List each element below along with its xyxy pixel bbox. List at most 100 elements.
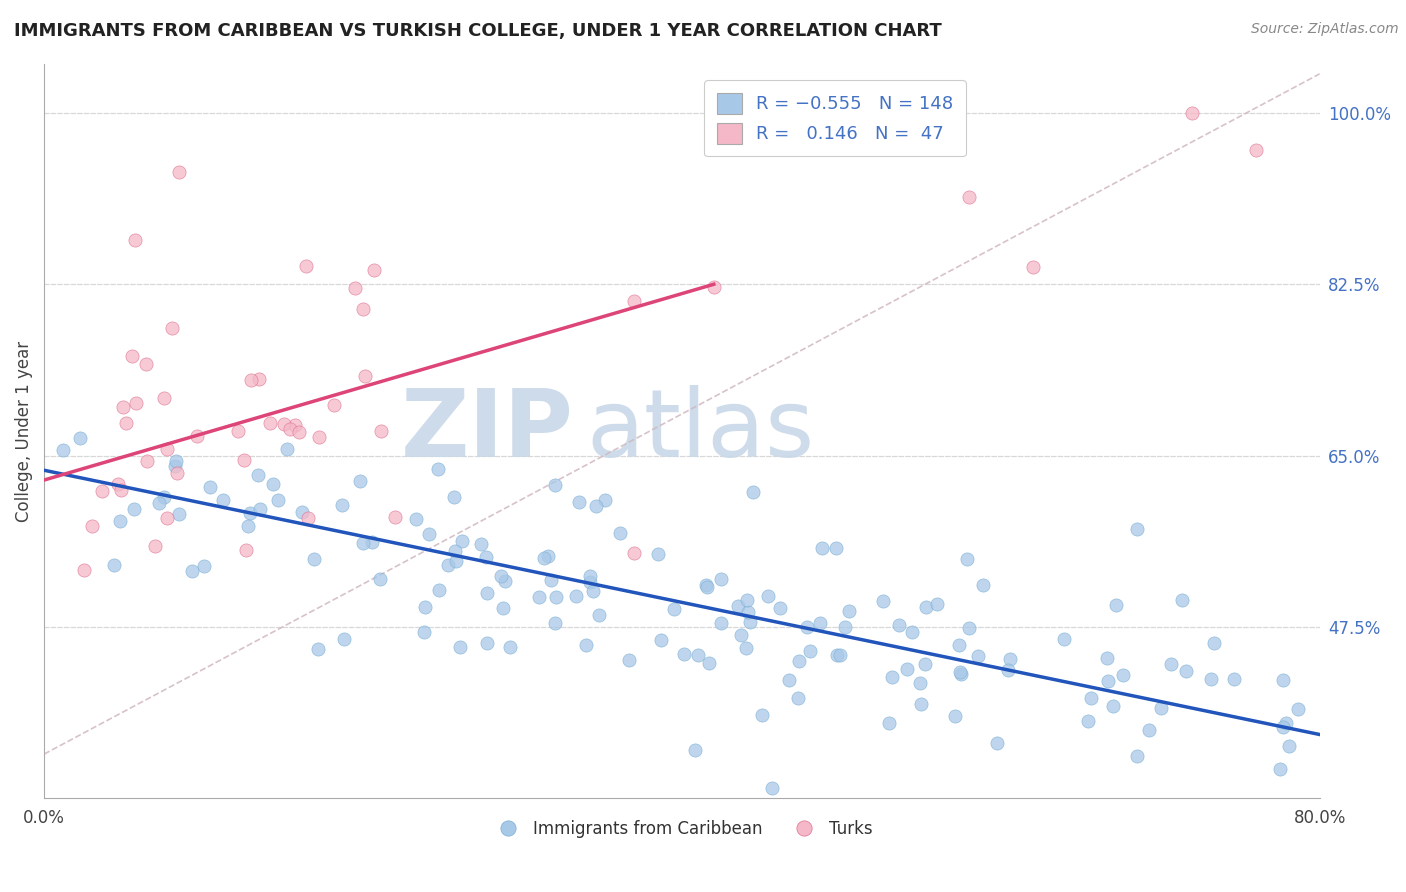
Point: [697, 657, 720, 671]
Point: [262, 477, 284, 491]
Point: [582, 583, 605, 598]
Point: [972, 578, 994, 592]
Point: [73, 563, 96, 577]
Point: [623, 546, 645, 560]
Point: [609, 526, 631, 541]
Point: [330, 498, 353, 512]
Point: [1101, 698, 1123, 713]
Point: [211, 493, 233, 508]
Point: [353, 368, 375, 383]
Point: [307, 642, 329, 657]
Point: [734, 640, 756, 655]
Point: [948, 638, 970, 652]
Point: [370, 424, 392, 438]
Point: [278, 422, 301, 436]
Point: [153, 391, 176, 405]
Point: [949, 665, 972, 680]
Point: [163, 458, 186, 473]
Point: [761, 781, 783, 796]
Point: [276, 442, 298, 456]
Point: [1077, 714, 1099, 728]
Point: [470, 537, 492, 551]
Point: [198, 480, 221, 494]
Point: [737, 605, 759, 619]
Point: [789, 654, 811, 668]
Point: [565, 589, 588, 603]
Point: [915, 599, 938, 614]
Point: [267, 492, 290, 507]
Point: [166, 466, 188, 480]
Point: [107, 477, 129, 491]
Point: [710, 572, 733, 586]
Point: [450, 640, 472, 655]
Point: [323, 398, 346, 412]
Point: [384, 509, 406, 524]
Point: [1274, 716, 1296, 731]
Point: [882, 670, 904, 684]
Point: [956, 552, 979, 566]
Point: [710, 615, 733, 630]
Point: [236, 519, 259, 533]
Point: [110, 483, 132, 498]
Point: [492, 601, 515, 615]
Point: [494, 574, 516, 589]
Point: [1150, 701, 1173, 715]
Point: [872, 594, 894, 608]
Point: [235, 543, 257, 558]
Point: [910, 676, 932, 690]
Point: [363, 262, 385, 277]
Point: [825, 648, 848, 662]
Point: [1181, 106, 1204, 120]
Point: [544, 477, 567, 491]
Point: [688, 648, 710, 662]
Point: [778, 673, 800, 687]
Point: [418, 527, 440, 541]
Point: [546, 590, 568, 604]
Point: [427, 462, 450, 476]
Point: [1170, 593, 1192, 607]
Point: [735, 593, 758, 607]
Point: [115, 416, 138, 430]
Point: [1095, 650, 1118, 665]
Text: Source: ZipAtlas.com: Source: ZipAtlas.com: [1251, 22, 1399, 37]
Point: [877, 716, 900, 731]
Point: [1223, 672, 1246, 686]
Point: [1160, 657, 1182, 671]
Point: [703, 279, 725, 293]
Point: [412, 625, 434, 640]
Point: [489, 569, 512, 583]
Point: [1053, 632, 1076, 647]
Point: [578, 575, 600, 590]
Point: [193, 558, 215, 573]
Point: [650, 633, 672, 648]
Point: [349, 475, 371, 489]
Point: [52, 442, 75, 457]
Point: [540, 573, 562, 587]
Point: [1244, 143, 1267, 157]
Point: [156, 442, 179, 456]
Point: [751, 708, 773, 723]
Point: [1097, 673, 1119, 688]
Point: [585, 500, 607, 514]
Legend: Immigrants from Caribbean, Turks: Immigrants from Caribbean, Turks: [485, 814, 879, 845]
Point: [352, 301, 374, 316]
Point: [69, 431, 91, 445]
Point: [900, 624, 922, 639]
Point: [896, 663, 918, 677]
Point: [247, 372, 270, 386]
Point: [82, 519, 104, 533]
Point: [768, 601, 790, 615]
Text: IMMIGRANTS FROM CARIBBEAN VS TURKISH COLLEGE, UNDER 1 YEAR CORRELATION CHART: IMMIGRANTS FROM CARIBBEAN VS TURKISH COL…: [14, 22, 942, 40]
Point: [544, 615, 567, 630]
Point: [662, 602, 685, 616]
Point: [360, 535, 382, 549]
Point: [308, 430, 330, 444]
Point: [811, 541, 834, 555]
Point: [957, 621, 980, 635]
Point: [291, 505, 314, 519]
Point: [575, 638, 598, 652]
Point: [997, 663, 1019, 677]
Point: [617, 653, 640, 667]
Point: [727, 599, 749, 613]
Point: [683, 743, 706, 757]
